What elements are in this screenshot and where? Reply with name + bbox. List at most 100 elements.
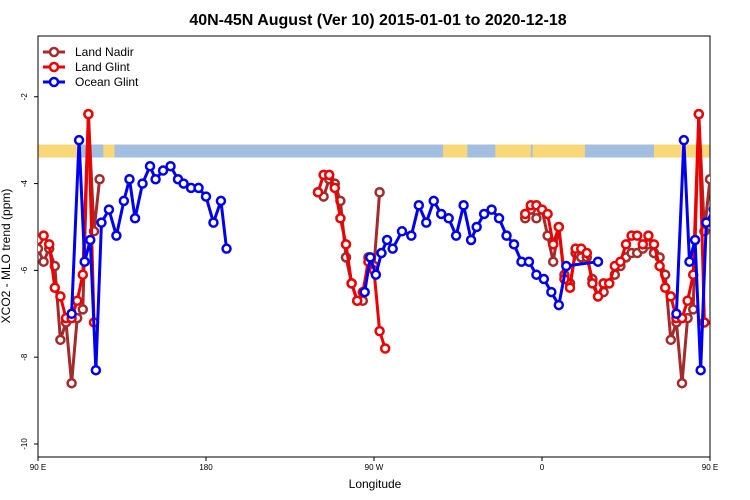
ocean-glint-point xyxy=(486,204,497,215)
land-glint-point xyxy=(519,208,531,220)
land-nadir-point xyxy=(94,173,105,185)
land-nadir-point xyxy=(55,334,66,346)
x-tick-label: 90 W xyxy=(365,463,384,472)
land-glint-point xyxy=(312,186,324,198)
legend-label-ocean-glint: Ocean Glint xyxy=(75,75,139,89)
ocean-glint-point xyxy=(458,200,469,211)
land-nadir-point xyxy=(66,377,77,389)
ocean-glint-point xyxy=(85,234,96,246)
land-glint-point xyxy=(38,230,49,241)
ocean-band xyxy=(38,144,710,158)
ocean-glint-point xyxy=(523,256,535,267)
legend-marker-land-nadir xyxy=(48,46,60,58)
land-ocean-bar xyxy=(38,144,710,158)
x-tick-label: 90 E xyxy=(30,463,46,472)
ocean-glint-point xyxy=(435,208,447,220)
y-tick-label: -8 xyxy=(20,353,29,361)
ocean-glint-point xyxy=(381,234,393,246)
land-glint-point xyxy=(55,291,66,302)
ocean-glint-point xyxy=(689,234,701,246)
ocean-glint-point xyxy=(413,200,425,211)
land-band xyxy=(532,144,585,158)
ocean-glint-point xyxy=(150,173,161,185)
land-glint-point xyxy=(564,282,576,293)
ocean-glint-point xyxy=(553,299,565,311)
land-band xyxy=(103,144,115,158)
land-glint-point xyxy=(637,239,649,250)
x-tick-label: 180 xyxy=(199,463,213,472)
ocean-glint-point xyxy=(137,178,148,189)
land-glint-point xyxy=(648,239,660,250)
y-tick-label: -10 xyxy=(20,438,29,450)
ocean-glint-point xyxy=(465,234,477,246)
ocean-glint-point xyxy=(471,221,482,233)
ocean-glint-point xyxy=(730,175,738,183)
ocean-glint-point xyxy=(215,195,227,207)
land-band xyxy=(443,144,468,158)
ocean-glint-point xyxy=(443,213,454,224)
ocean-glint-point xyxy=(370,269,382,280)
ocean-glint-point xyxy=(79,256,90,267)
ocean-glint-point xyxy=(124,173,135,185)
land-glint-point xyxy=(335,213,346,224)
ocean-glint-point xyxy=(592,256,604,267)
ocean-glint-point xyxy=(501,230,512,241)
ocean-glint-point xyxy=(531,269,542,280)
land-glint-point xyxy=(43,239,55,250)
land-glint-point xyxy=(542,208,553,220)
ocean-glint-point xyxy=(695,364,706,376)
ocean-glint-point xyxy=(396,226,408,237)
ocean-glint-point xyxy=(376,247,387,259)
land-glint-point xyxy=(547,239,559,250)
ocean-glint-point xyxy=(725,197,733,205)
land-glint-point xyxy=(323,169,335,181)
land-nadir-point xyxy=(374,186,385,198)
ocean-glint-point xyxy=(546,286,557,298)
legend-label-land-glint: Land Glint xyxy=(75,60,130,74)
y-tick-label: -6 xyxy=(20,266,29,274)
ocean-glint-point xyxy=(406,230,417,241)
land-glint-point xyxy=(553,221,565,233)
ocean-glint-point xyxy=(708,205,710,214)
land-glint-point xyxy=(587,278,598,289)
ocean-glint-point xyxy=(508,239,520,250)
land-glint-point xyxy=(643,230,654,241)
land-glint-point xyxy=(620,239,632,250)
ocean-glint-point xyxy=(200,191,212,202)
ocean-glint-point xyxy=(90,364,102,376)
land-glint-point xyxy=(329,182,341,194)
land-glint-point xyxy=(581,247,593,259)
legend-label-land-nadir: Land Nadir xyxy=(75,45,134,59)
x-axis-label: Longitude xyxy=(349,477,402,491)
legend-marker-ocean-glint xyxy=(48,76,60,88)
land-glint-point xyxy=(77,269,89,280)
land-nadir-point xyxy=(704,173,710,185)
land-glint-point xyxy=(631,230,643,241)
series-layer xyxy=(38,108,750,389)
ocean-glint-point xyxy=(165,160,176,172)
ocean-glint-point xyxy=(144,160,156,172)
ocean-glint-point xyxy=(66,308,77,320)
ocean-glint-point xyxy=(157,165,169,176)
land-glint-point xyxy=(665,291,677,302)
land-nadir-point xyxy=(687,304,699,315)
land-glint-point xyxy=(351,295,363,307)
ocean-glint-point xyxy=(736,214,744,222)
ocean-glint-line xyxy=(70,138,229,372)
ocean-glint-point xyxy=(103,204,115,215)
land-nadir-point xyxy=(676,377,688,389)
land-glint-point xyxy=(592,291,604,302)
y-tick-label: -2 xyxy=(20,93,29,101)
ocean-glint-point xyxy=(561,260,572,272)
ocean-glint-point xyxy=(129,213,141,224)
ocean-glint-point xyxy=(478,208,490,220)
land-glint-point xyxy=(379,343,391,354)
ocean-glint-point xyxy=(421,217,432,228)
ocean-glint-point xyxy=(359,286,370,298)
ocean-glint-point xyxy=(178,178,189,189)
ocean-glint-point xyxy=(743,180,750,188)
ocean-glint-point xyxy=(387,243,398,254)
land-glint-point xyxy=(346,278,357,289)
